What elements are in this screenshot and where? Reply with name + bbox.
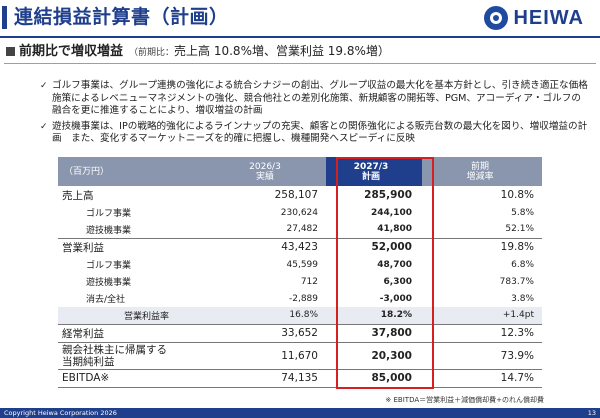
col-header-change: 前期 増減率 — [422, 157, 542, 186]
change-value: 6.8% — [511, 259, 534, 270]
table-row: 遊技機事業 27,482 41,800 52.1% — [58, 221, 542, 238]
actual-value: 74,135 — [208, 368, 326, 388]
table-row: 経常利益 33,652 37,800 12.3% — [58, 323, 542, 342]
plan-value: 6,300 — [383, 276, 412, 287]
row-label: 遊技機事業 — [86, 225, 132, 236]
change-value: 10.8% — [500, 189, 534, 201]
row-label: 営業利益率 — [58, 307, 208, 324]
plan-value: 18.2% — [326, 307, 422, 324]
change-value: 14.7% — [422, 368, 542, 388]
change-value: 12.3% — [422, 323, 542, 342]
copyright-text: Copyright Heiwa Corporation 2026 — [4, 409, 117, 417]
section-heading-prefix: （前期比： — [129, 48, 175, 58]
change-value: 73.9% — [422, 341, 542, 369]
plan-value: 52,000 — [326, 237, 422, 256]
change-value: 52.1% — [505, 224, 534, 235]
table-row: 遊技機事業 712 6,300 783.7% — [58, 273, 542, 290]
actual-value: 43,423 — [208, 237, 326, 256]
plan-value: 85,000 — [326, 368, 422, 388]
ebitda-footnote: ※ EBITDA＝営業利益＋減価償却費+のれん償却費 — [385, 396, 544, 404]
plan-value: 244,100 — [371, 207, 412, 218]
section-heading-row: 前期比で増収増益 （前期比：売上高 10.8%増、営業利益 19.8%増） — [0, 41, 600, 63]
logo-mark-icon — [484, 6, 509, 30]
change-value: 3.8% — [511, 293, 534, 304]
row-label: 経常利益 — [58, 323, 208, 342]
section-heading-detail: 売上高 10.8%増、営業利益 19.8%増） — [174, 44, 390, 58]
row-label: 売上高 — [62, 189, 94, 202]
change-value: 19.8% — [422, 237, 542, 256]
income-statement-table: （百万円） 2026/3 実績 2027/3 計画 前期 増減率 売上高 258,10… — [58, 157, 542, 388]
actual-value: 230,624 — [280, 207, 318, 218]
page-number: 13 — [587, 409, 596, 417]
table-header-row: （百万円） 2026/3 実績 2027/3 計画 前期 増減率 — [58, 157, 542, 186]
table-row: 売上高 258,107 285,900 10.8% — [58, 186, 542, 204]
table-row: 消去/全社 -2,889 -3,000 3.8% — [58, 290, 542, 307]
list-item: ✓ ゴルフ事業は、グループ連携の強化による統合シナジーの創出、グループ収益の最大… — [40, 80, 590, 118]
table-row: ゴルフ事業 45,599 48,700 6.8% — [58, 256, 542, 273]
list-item: ✓ 遊技機事業は、IPの戦略的強化によるラインナップの充実、顧客との関係強化によ… — [40, 121, 590, 146]
slide-footer: Copyright Heiwa Corporation 2026 13 — [0, 408, 600, 418]
row-label: ゴルフ事業 — [86, 209, 132, 219]
table-row: EBITDA※ 74,135 85,000 14.7% — [58, 368, 542, 388]
actual-value: 16.8% — [208, 307, 326, 324]
slide-header: 連結損益計算書（計画） HEIWA — [0, 0, 600, 34]
table-row: ゴルフ事業 230,624 244,100 5.8% — [58, 204, 542, 221]
section-heading-main: 前期比で増収増益 — [19, 44, 124, 59]
change-value: 5.8% — [511, 207, 534, 218]
actual-value: -2,889 — [288, 293, 318, 304]
table-row: 営業利益 43,423 52,000 19.8% — [58, 237, 542, 256]
bullet-text: 遊技機事業は、IPの戦略的強化によるラインナップの充実、顧客との関係強化による販… — [52, 120, 588, 145]
plan-value: 285,900 — [364, 189, 412, 201]
actual-value: 27,482 — [286, 224, 319, 235]
logo-text: HEIWA — [513, 6, 584, 29]
actual-value: 258,107 — [274, 189, 318, 201]
check-icon: ✓ — [40, 81, 48, 91]
table-row: 営業利益率 16.8% 18.2% +1.4pt — [58, 307, 542, 324]
bullet-list: ✓ ゴルフ事業は、グループ連携の強化による統合シナジーの創出、グループ収益の最大… — [40, 80, 590, 149]
unit-label: （百万円） — [58, 157, 208, 186]
row-label: ゴルフ事業 — [86, 261, 132, 271]
actual-value: 712 — [300, 276, 318, 287]
check-icon: ✓ — [40, 121, 48, 132]
plan-value: -3,000 — [379, 293, 412, 304]
section-heading: 前期比で増収増益 （前期比：売上高 10.8%増、営業利益 19.8%増） — [19, 43, 390, 62]
actual-value: 45,599 — [286, 259, 319, 270]
slide-title: 連結損益計算書（計画） — [14, 6, 229, 28]
square-bullet-icon — [6, 47, 15, 56]
plan-value: 48,700 — [377, 259, 412, 270]
section-divider — [4, 63, 596, 64]
bullet-text: ゴルフ事業は、グループ連携の強化による統合シナジーの創出、グループ収益の最大化を… — [52, 80, 588, 116]
plan-value: 41,800 — [377, 224, 412, 235]
col-header-actual: 2026/3 実績 — [208, 157, 326, 186]
plan-value: 20,300 — [326, 341, 422, 369]
change-value: 783.7% — [499, 276, 534, 287]
actual-value: 11,670 — [208, 341, 326, 369]
col-header-plan: 2027/3 計画 — [326, 157, 422, 186]
header-divider — [0, 36, 600, 38]
table-row: 親会社株主に帰属する 当期純利益 11,670 20,300 73.9% — [58, 341, 542, 369]
row-label: EBITDA※ — [58, 368, 208, 388]
title-accent-bar — [2, 6, 7, 29]
row-label: 遊技機事業 — [86, 278, 132, 288]
change-value: +1.4pt — [422, 307, 542, 324]
row-label: 営業利益 — [58, 237, 208, 256]
company-logo: HEIWA — [484, 5, 584, 31]
plan-value: 37,800 — [326, 323, 422, 342]
actual-value: 33,652 — [208, 323, 326, 342]
row-label: 消去/全社 — [86, 295, 126, 305]
row-label: 親会社株主に帰属する 当期純利益 — [58, 341, 208, 369]
